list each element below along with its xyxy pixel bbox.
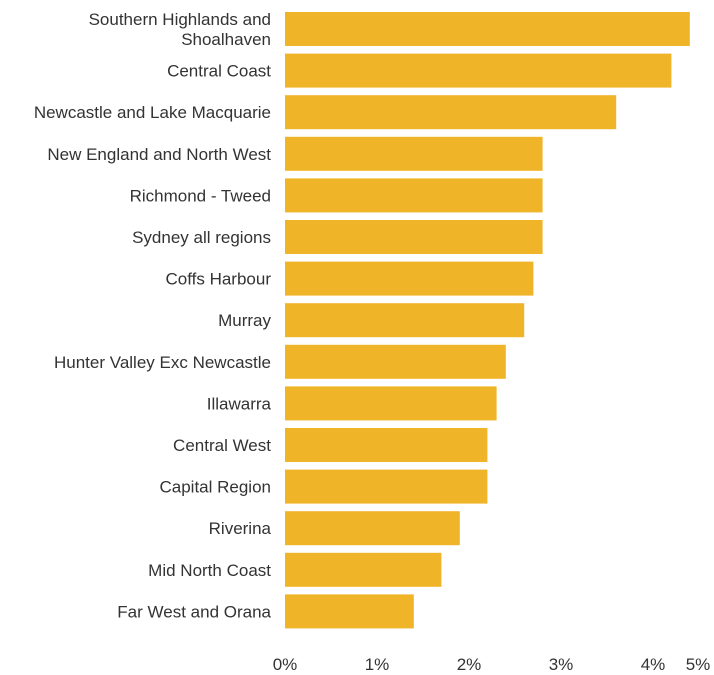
bar (285, 12, 690, 46)
category-label-line: Mid North Coast (148, 561, 271, 580)
category-label: Richmond - Tweed (130, 186, 271, 205)
category-label-line: Murray (218, 311, 271, 330)
category-label-line: Sydney all regions (132, 228, 271, 247)
category-label-line: Coffs Harbour (165, 270, 271, 289)
bar (285, 552, 442, 587)
category-label-line: Far West and Orana (117, 602, 271, 621)
category-label: Mid North Coast (148, 561, 271, 580)
bar (285, 594, 414, 629)
category-label: Illawarra (207, 394, 272, 413)
bar (285, 344, 506, 379)
bar (285, 511, 460, 546)
category-label: Capital Region (159, 478, 271, 497)
category-label: Hunter Valley Exc Newcastle (54, 353, 271, 372)
bar (285, 261, 534, 296)
bar (285, 95, 617, 130)
category-label-line: Central Coast (167, 62, 271, 81)
x-tick-label: 4% (641, 655, 666, 674)
category-label: Far West and Orana (117, 602, 271, 621)
category-label-line: Central West (173, 436, 271, 455)
category-label: Coffs Harbour (165, 270, 271, 289)
bar (285, 53, 672, 88)
category-label: Southern Highlands and Shoalhaven (89, 10, 271, 49)
bar (285, 469, 488, 504)
category-label-line: Hunter Valley Exc Newcastle (54, 353, 271, 372)
category-label: New England and North West (47, 145, 271, 164)
category-label: Sydney all regions (132, 228, 271, 247)
category-label-line: Riverina (209, 519, 272, 538)
category-label: Riverina (209, 519, 272, 538)
category-label-line: Illawarra (207, 394, 272, 413)
x-tick-label: 2% (457, 655, 482, 674)
x-tick-label: 0% (273, 655, 298, 674)
category-label-line: Richmond - Tweed (130, 186, 271, 205)
x-tick-label: 5% (686, 655, 711, 674)
category-label-line: Shoalhaven (181, 30, 271, 49)
category-label: Newcastle and Lake Macquarie (34, 103, 271, 122)
category-label: Central Coast (167, 62, 271, 81)
category-label-line: Capital Region (159, 478, 271, 497)
bar (285, 220, 543, 254)
category-label: Central West (173, 436, 271, 455)
bar (285, 386, 497, 421)
bar (285, 428, 488, 462)
category-label: Murray (218, 311, 271, 330)
category-labels: Southern Highlands and Shoalhaven Central … (34, 10, 272, 621)
x-tick-label: 3% (549, 655, 574, 674)
x-tick-label: 1% (365, 655, 390, 674)
x-axis-tick-labels: 0% 1% 2% 3% 4% 5% (273, 655, 711, 674)
bars-group (285, 12, 690, 629)
bar (285, 303, 525, 338)
category-label-line: Newcastle and Lake Macquarie (34, 103, 271, 122)
bar (285, 178, 543, 213)
category-label-line: New England and North West (47, 145, 271, 164)
bar (285, 136, 543, 171)
category-label-line: Southern Highlands and (89, 10, 271, 29)
